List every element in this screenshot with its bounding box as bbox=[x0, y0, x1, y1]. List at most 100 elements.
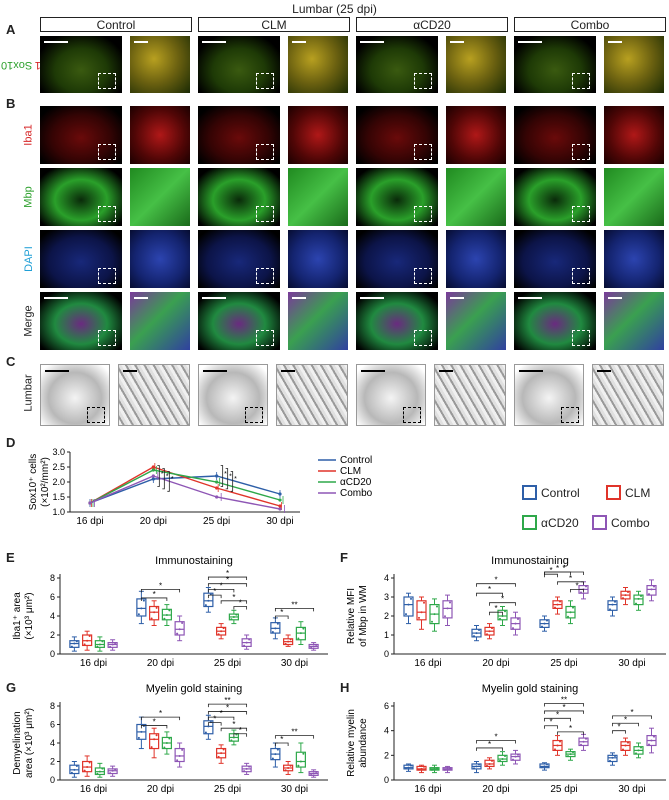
box-point bbox=[235, 613, 238, 616]
sig-bracket bbox=[140, 589, 181, 593]
panel-label-a: A bbox=[6, 22, 16, 37]
box-point bbox=[75, 765, 78, 768]
box-point bbox=[114, 642, 117, 645]
scale-bar bbox=[44, 297, 68, 299]
sig-bracket bbox=[220, 600, 248, 604]
roi-dashed-box bbox=[256, 268, 274, 284]
box-point bbox=[276, 622, 279, 625]
d-sig-star: * bbox=[224, 471, 227, 478]
d-sig-star: * bbox=[166, 473, 169, 480]
box-point bbox=[436, 766, 438, 769]
sig-bracket bbox=[557, 581, 584, 585]
roi-dashed-box bbox=[403, 407, 421, 423]
sig-star: * bbox=[159, 581, 162, 590]
box-point bbox=[569, 611, 572, 614]
sig-star: ** bbox=[291, 600, 297, 609]
box-point bbox=[299, 760, 302, 763]
image-lumbar-3-zoom bbox=[592, 364, 664, 426]
box-point bbox=[546, 619, 548, 622]
sig-bracket bbox=[274, 608, 315, 612]
d-point bbox=[278, 492, 282, 496]
chart-title: Immunostaining bbox=[155, 555, 233, 567]
box-point bbox=[207, 599, 210, 602]
box-point bbox=[499, 759, 501, 762]
y-tick-label: 4 bbox=[50, 738, 55, 748]
sig-star: * bbox=[575, 581, 578, 590]
box-point bbox=[407, 603, 410, 606]
box-point bbox=[499, 617, 501, 620]
chart-title: Immunostaining bbox=[491, 555, 569, 567]
box bbox=[403, 596, 414, 617]
d-point bbox=[215, 486, 219, 490]
figure-title: Lumbar (25 dpi) bbox=[292, 2, 377, 16]
box-point bbox=[640, 746, 642, 749]
image-lumbar-0-zoom bbox=[118, 364, 190, 426]
ylabel-line1: Relative MFI bbox=[346, 588, 357, 644]
box-point bbox=[222, 627, 225, 630]
box-point bbox=[245, 767, 248, 770]
d-sig-star: * bbox=[234, 476, 237, 483]
sig-bracket bbox=[544, 703, 584, 707]
box-point bbox=[517, 618, 519, 621]
box-point bbox=[243, 770, 246, 773]
box-point bbox=[142, 599, 145, 602]
d-x-tick-label: 20 dpi bbox=[140, 516, 167, 527]
image-dapi-0-zoom bbox=[130, 230, 190, 288]
scale-bar bbox=[360, 297, 384, 299]
box-point bbox=[488, 630, 491, 633]
box-point bbox=[640, 595, 642, 598]
image-iba1-3-overview bbox=[514, 106, 596, 164]
box-point bbox=[297, 764, 300, 767]
box-point bbox=[433, 613, 436, 616]
box-point bbox=[559, 600, 561, 603]
d-point bbox=[88, 501, 92, 505]
roi-dashed-box bbox=[572, 206, 590, 222]
image-iba1-1-zoom bbox=[288, 106, 348, 164]
sig-star: * bbox=[232, 720, 235, 729]
sig-bracket bbox=[140, 597, 168, 601]
box-point bbox=[176, 759, 179, 762]
sig-bracket bbox=[274, 742, 289, 746]
roi-dashed-box bbox=[256, 330, 274, 346]
box-point bbox=[109, 645, 112, 648]
sig-bracket bbox=[544, 710, 584, 714]
sig-star: * bbox=[494, 576, 497, 585]
image-lumbar-0-overview bbox=[40, 364, 110, 426]
image-iba1-0-zoom bbox=[130, 106, 190, 164]
group-header-control: Control bbox=[40, 17, 192, 32]
group-header-acd20: αCD20 bbox=[356, 17, 508, 32]
sig-bracket bbox=[233, 733, 248, 737]
sig-star: * bbox=[153, 717, 156, 726]
sig-star: * bbox=[556, 710, 559, 719]
d-series-line bbox=[89, 475, 281, 504]
y-tick-label: 2 bbox=[384, 611, 389, 621]
box-point bbox=[514, 755, 517, 758]
scale-bar bbox=[44, 41, 68, 43]
scale-bar bbox=[518, 41, 542, 43]
y-tick-label: 2 bbox=[50, 630, 55, 640]
box-point bbox=[284, 642, 287, 645]
box-point bbox=[217, 633, 220, 636]
x-tick-label: 30 dpi bbox=[618, 784, 645, 795]
sig-bracket bbox=[544, 725, 558, 729]
sig-bracket bbox=[274, 735, 315, 739]
d-point bbox=[215, 480, 219, 484]
box-point bbox=[556, 744, 559, 747]
ylabel-line2: abundance bbox=[358, 718, 369, 768]
box-point bbox=[312, 645, 315, 648]
roi-dashed-box bbox=[256, 206, 274, 222]
roi-dashed-box bbox=[572, 144, 590, 160]
box-point bbox=[478, 629, 480, 632]
ylabel-line2: area (×10³ μm²) bbox=[24, 708, 35, 778]
box-point bbox=[543, 622, 546, 625]
scale-bar bbox=[597, 370, 611, 372]
box-point bbox=[637, 749, 640, 752]
sig-bracket bbox=[489, 602, 516, 606]
box-point bbox=[83, 769, 86, 772]
box-point bbox=[299, 632, 302, 635]
sig-star: * bbox=[226, 704, 229, 713]
box-point bbox=[486, 764, 488, 767]
sig-bracket bbox=[140, 716, 181, 721]
box-point bbox=[585, 737, 587, 740]
box-point bbox=[289, 764, 292, 767]
